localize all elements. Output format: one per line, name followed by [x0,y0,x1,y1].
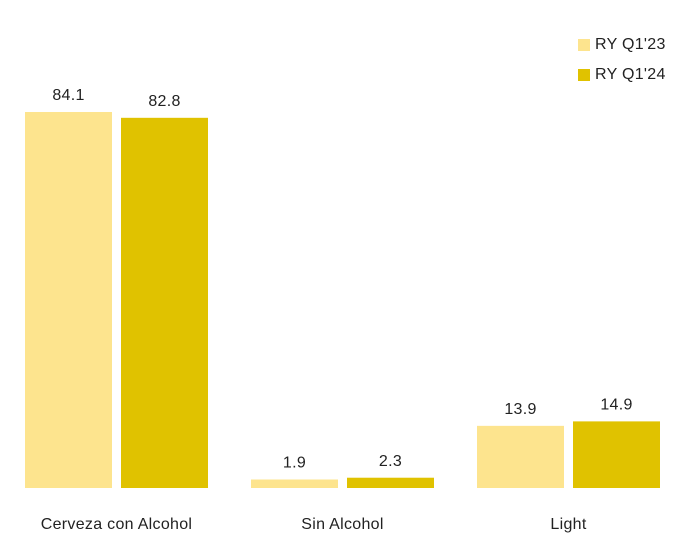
data-label: 13.9 [504,401,536,418]
bar [477,425,564,488]
legend-label: RY Q1'24 [595,66,666,83]
bar [121,117,208,488]
data-label: 84.1 [52,87,84,104]
bar [25,112,112,488]
data-label: 14.9 [600,397,632,414]
x-tick-label: Cerveza con Alcohol [41,516,193,533]
legend-swatch [578,39,590,51]
legend-swatch [578,69,590,81]
x-tick-label: Light [550,516,586,533]
legend-label: RY Q1'23 [595,36,666,53]
x-tick-label: Sin Alcohol [301,516,383,533]
data-label: 82.8 [148,93,180,110]
data-label: 1.9 [283,455,306,472]
bar [347,477,434,488]
bar [251,479,338,488]
data-label: 2.3 [379,453,402,470]
bar [573,421,660,488]
